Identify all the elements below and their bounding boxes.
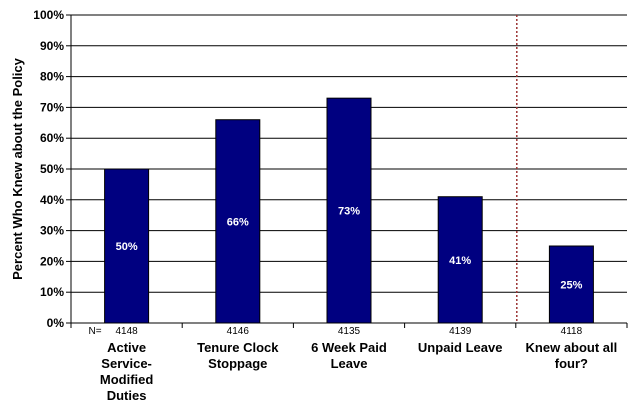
x-category-label: Active [107,340,146,355]
y-tick-label: 0% [47,316,65,330]
y-tick-label: 40% [40,193,64,207]
y-tick-label: 20% [40,254,64,268]
x-category-label: Service- [101,356,152,371]
bar [104,168,150,324]
sample-size-label: 4146 [227,326,250,337]
x-category-label: 6 Week Paid [311,340,387,355]
data-label: 41% [449,255,471,267]
x-category-label: Tenure Clock [197,340,279,355]
bar [548,245,594,324]
data-labels: 50% 66% 73% 41% 25% [116,206,583,292]
x-category-label: four? [555,356,588,371]
y-tick-label: 50% [40,162,64,176]
y-tick-label: 60% [40,131,64,145]
y-axis-title: Percent Who Knew about the Policy [10,57,25,280]
sample-size-label: 4148 [115,326,138,337]
bar [437,196,483,324]
x-category-label: Stoppage [208,356,267,371]
x-category-label: Knew about all [526,340,618,355]
x-category-label: Unpaid Leave [418,340,503,355]
data-label: 73% [338,206,360,218]
y-tick-label: 30% [40,224,64,238]
y-tick-label: 10% [40,285,64,299]
y-tick-label: 80% [40,70,64,84]
axes [66,14,628,328]
x-category-label: Leave [331,356,368,371]
sample-size-label: 4118 [561,326,583,337]
y-tick-label: 70% [40,100,64,114]
data-label: 50% [116,241,138,253]
y-tick-label: 100% [33,8,64,22]
x-category-label: Duties [107,388,147,403]
sample-size-label: 4135 [338,326,361,337]
bar [215,119,261,324]
y-tick-label: 90% [40,39,64,53]
sample-size-labels: N= 4148 4146 4135 4139 4118 [88,326,582,337]
data-label: 25% [560,280,582,292]
n-prefix-label: N= [88,326,101,337]
x-category-label: Modified [100,372,153,387]
sample-size-label: 4139 [449,326,472,337]
data-label: 66% [227,216,249,228]
y-tick-labels: 0% 10% 20% 30% 40% 50% 60% 70% 80% 90% 100% [33,8,64,330]
